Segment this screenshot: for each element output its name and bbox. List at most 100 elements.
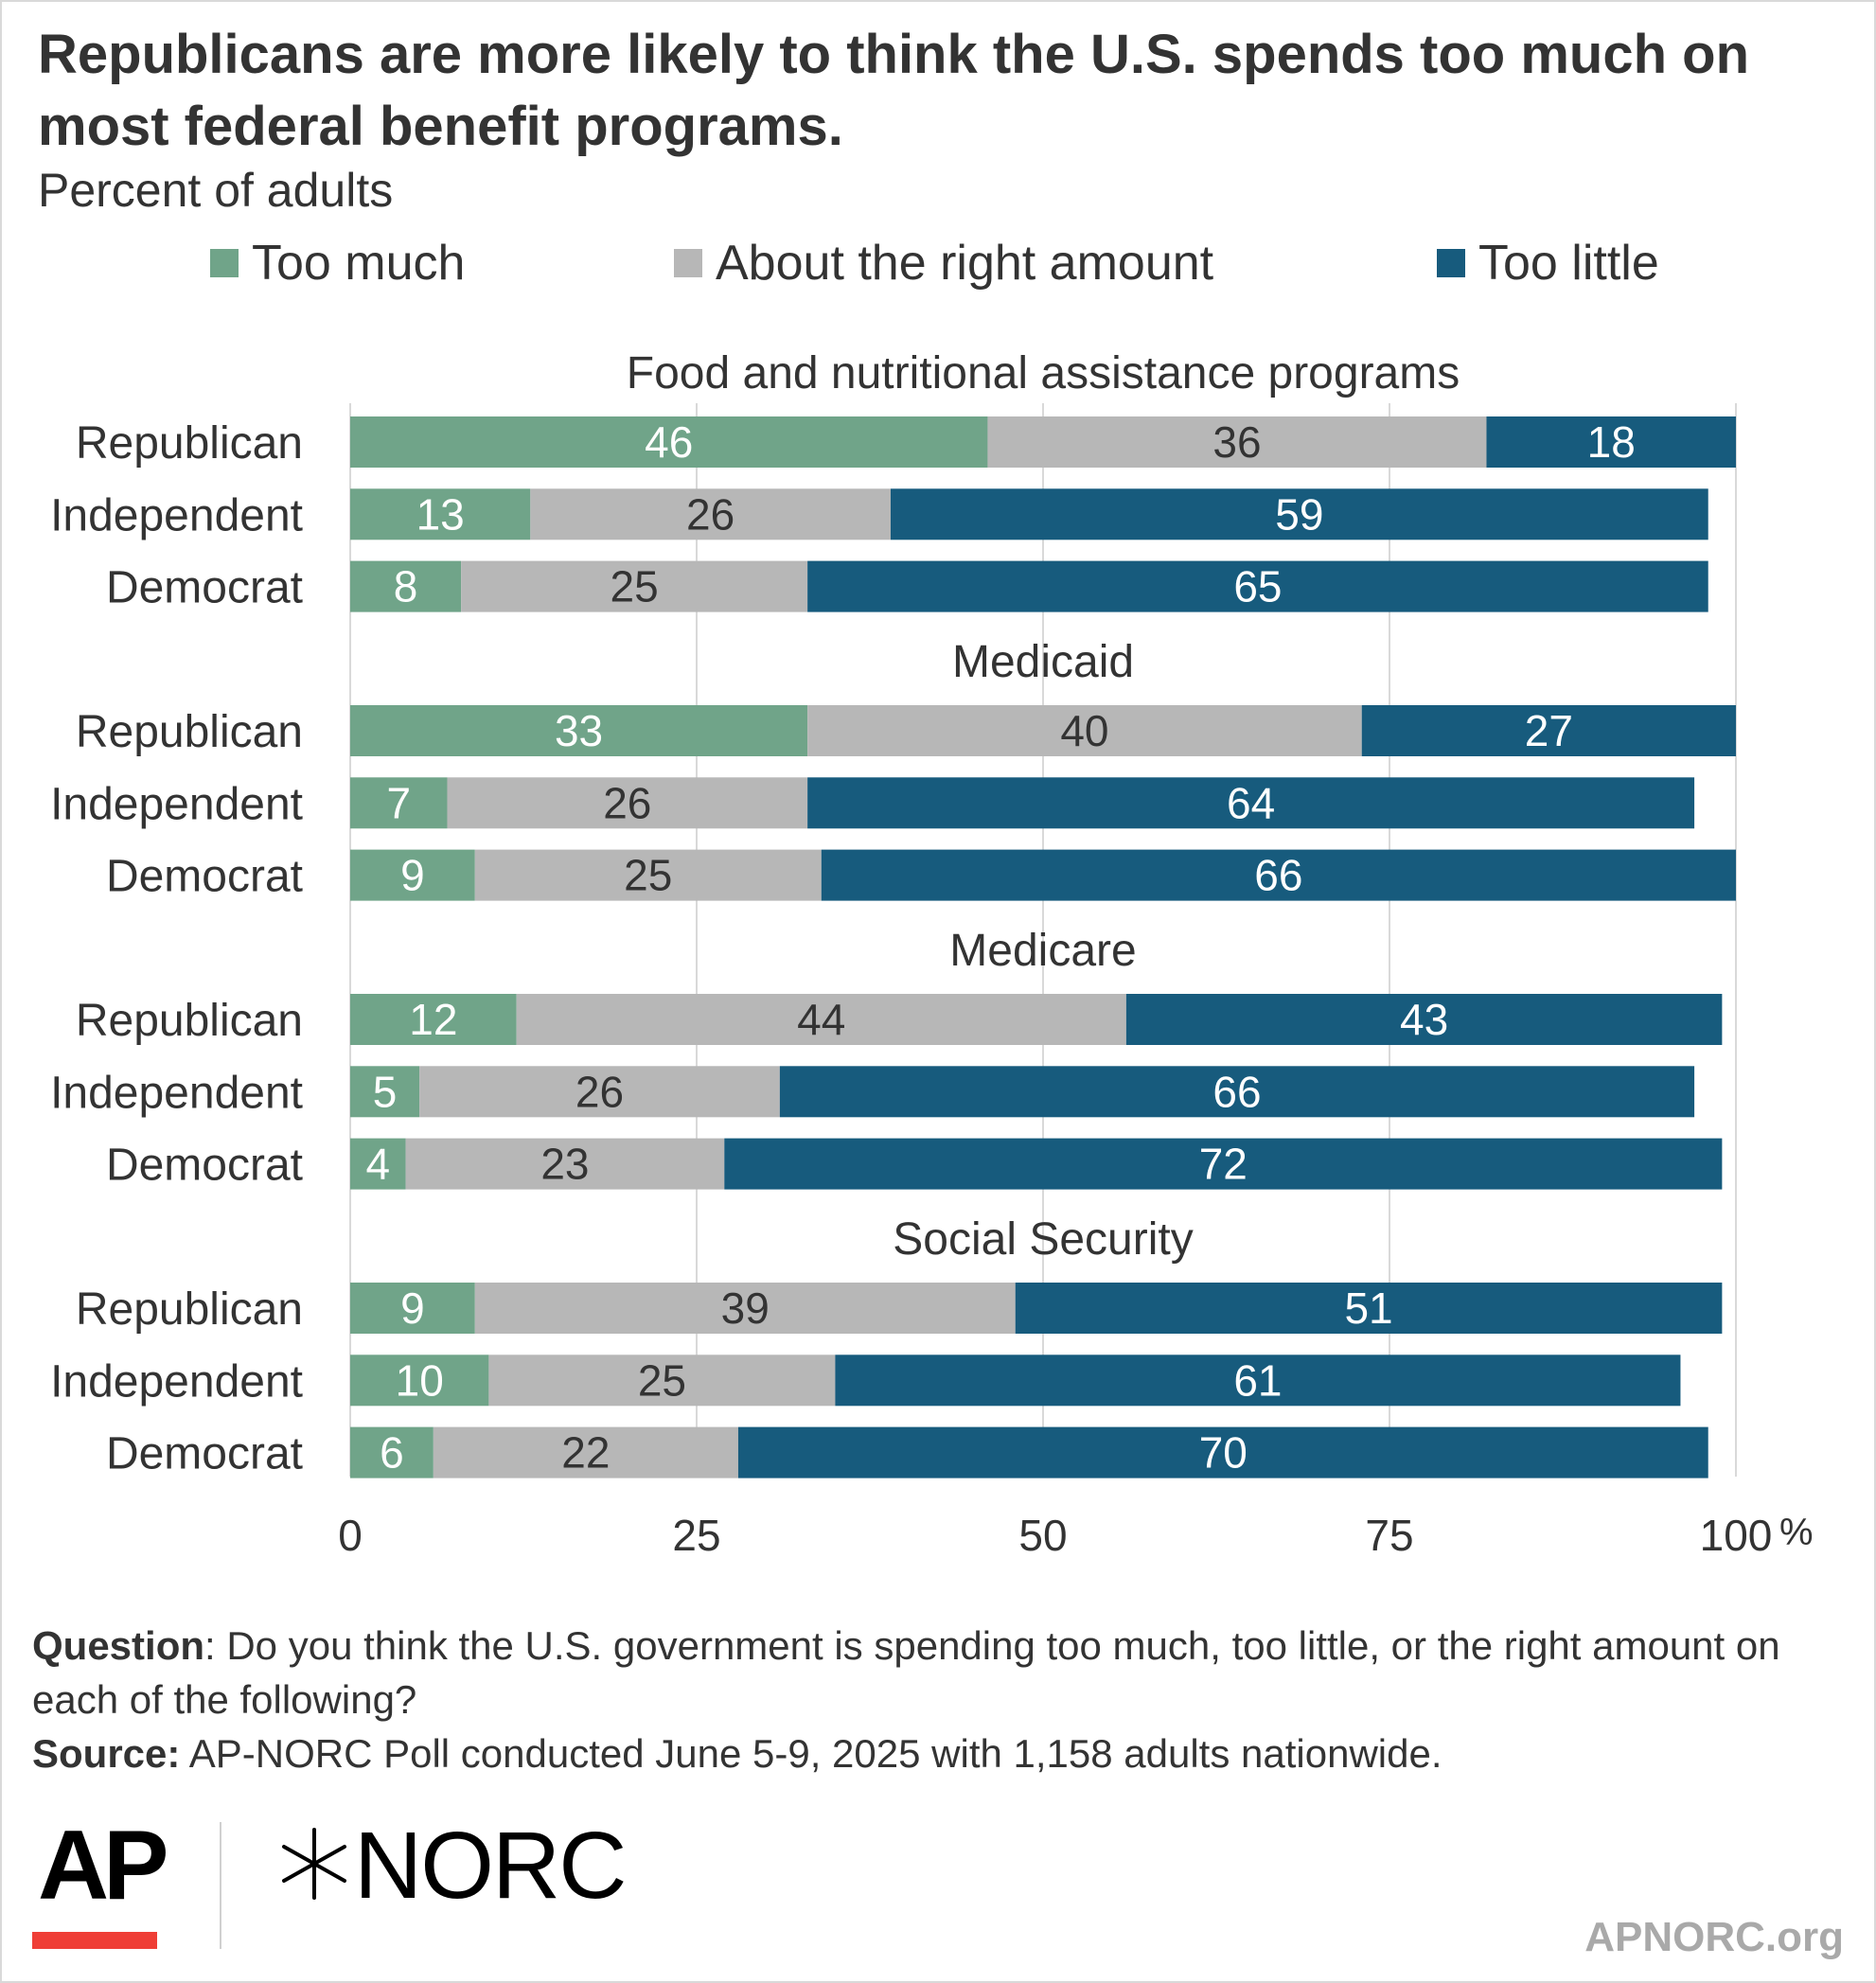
bar-too-little [835,1354,1681,1407]
source-text: AP-NORC Poll conducted June 5-9, 2025 wi… [180,1731,1442,1776]
legend-label-about-right: About the right amount [716,236,1214,291]
site-url: APNORC.org [1584,1914,1844,1960]
bar-too-much [350,488,531,540]
data-label-too-little: 59 [1275,489,1323,539]
data-label-about-right: 26 [575,1067,624,1116]
data-label-too-much: 6 [380,1428,404,1478]
data-label-too-little: 66 [1254,851,1302,900]
row-label: Independent [50,779,303,829]
legend-swatch-about-right [674,249,702,277]
data-label-too-much: 7 [386,778,411,827]
bar-too-much [350,1283,475,1334]
legend-swatch-too-much [210,249,239,277]
bar-about-right [987,416,1487,468]
source-note: Source: AP-NORC Poll conducted June 5-9,… [32,1726,1831,1780]
bar-too-much [350,1066,420,1118]
row-label: Republican [76,1284,303,1335]
norc-logo: NORC [354,1813,627,1919]
data-label-too-little: 66 [1212,1067,1261,1116]
bar-too-little [779,1066,1695,1118]
data-label-too-little: 70 [1199,1428,1248,1478]
legend-label-too-little: Too little [1478,236,1659,291]
bar-about-right [474,849,822,901]
row-label: Independent [50,1068,303,1118]
bar-about-right [461,560,808,612]
data-label-about-right: 23 [540,1140,589,1189]
bar-too-much [350,1354,489,1407]
data-label-about-right: 44 [797,995,845,1044]
x-tick-label: 50 [1018,1511,1067,1560]
x-tick-label: 75 [1365,1511,1413,1560]
data-label-too-much: 9 [400,851,425,900]
chart-subtitle: Percent of adults [38,164,394,217]
legend-item-too-much: Too much [210,235,465,292]
bar-too-little [724,1138,1723,1190]
bar-too-much [350,1426,434,1478]
logo-divider [220,1822,221,1949]
bar-about-right [807,705,1362,756]
bar-too-little [1015,1283,1723,1334]
data-label-about-right: 25 [611,562,659,611]
bar-too-much [350,416,988,468]
data-label-too-much: 46 [645,417,693,467]
data-label-about-right: 36 [1212,417,1261,467]
data-label-too-little: 65 [1233,562,1282,611]
bar-about-right [530,488,891,540]
bar-too-little [807,560,1708,612]
group-title: Medicaid [952,637,1134,687]
x-axis-unit: % [1779,1512,1814,1553]
question-label: Question [32,1623,205,1668]
data-label-too-little: 72 [1199,1140,1248,1189]
x-tick-label: 0 [338,1511,363,1560]
data-label-too-much: 5 [373,1067,398,1116]
group-title: Food and nutritional assistance programs [627,348,1460,398]
logos: AP NORC [32,1813,695,1955]
group-title: Medicare [949,926,1136,976]
data-label-about-right: 40 [1060,706,1108,755]
bar-too-much [350,777,448,829]
bar-too-little [821,849,1736,901]
x-tick-label: 25 [672,1511,720,1560]
norc-star-icon [282,1828,346,1900]
chart-footer: Question: Do you think the U.S. governme… [32,1619,1831,1780]
data-label-too-much: 33 [555,706,603,755]
group-title: Social Security [893,1214,1193,1265]
bar-too-little [1125,994,1723,1045]
row-label: Democrat [106,1141,303,1191]
legend: Too much About the right amount Too litt… [0,235,1876,301]
bar-about-right [433,1426,738,1478]
bar-about-right [447,777,808,829]
bar-too-little [807,777,1695,829]
legend-item-about-right: About the right amount [674,235,1213,292]
bar-too-much [350,849,475,901]
question-text: : Do you think the U.S. government is sp… [32,1623,1780,1722]
data-label-too-little: 51 [1344,1284,1392,1333]
bar-too-little [890,488,1708,540]
row-label: Republican [76,707,303,757]
bar-about-right [516,994,1126,1045]
ap-logo-bar [32,1932,157,1949]
question-note: Question: Do you think the U.S. governme… [32,1619,1831,1726]
data-label-about-right: 22 [561,1428,610,1478]
bar-too-much [350,1138,406,1190]
bar-about-right [488,1354,836,1407]
row-label: Republican [76,996,303,1046]
bar-too-little [1361,705,1736,756]
data-label-too-little: 27 [1525,706,1573,755]
bar-too-much [350,560,462,612]
x-tick-label: 100 [1700,1511,1773,1560]
bar-about-right [405,1138,725,1190]
data-label-too-much: 13 [416,489,465,539]
data-label-about-right: 39 [721,1284,770,1333]
row-label: Democrat [106,1429,303,1479]
row-label: Republican [76,418,303,469]
data-label-about-right: 25 [624,851,672,900]
row-label: Independent [50,1356,303,1407]
bar-too-little [737,1426,1708,1478]
data-label-too-much: 12 [409,995,457,1044]
bar-too-little [1486,416,1736,468]
row-label: Democrat [106,852,303,902]
row-label: Democrat [106,563,303,613]
data-label-about-right: 26 [603,778,651,827]
